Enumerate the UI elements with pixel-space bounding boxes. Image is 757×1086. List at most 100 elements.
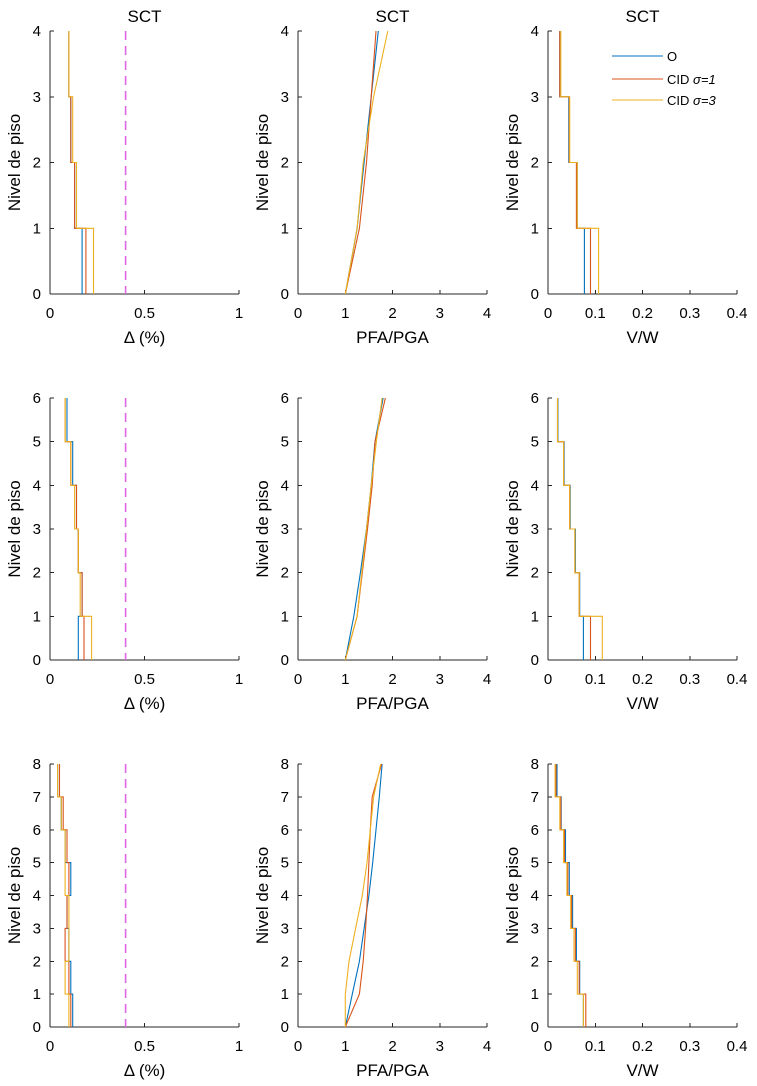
x-tick-label: 0.4	[727, 671, 748, 688]
chart-title: SCT	[626, 7, 660, 26]
y-tick-label: 3	[33, 89, 41, 106]
y-tick-label: 4	[33, 477, 41, 494]
legend-label: CID σ=3	[667, 93, 716, 108]
x-tick-label: 3	[436, 671, 444, 688]
x-axis-label: V/W	[626, 1061, 658, 1080]
chart-panel-r1-c2: 0 1 2 3 4 0 1 2 3 4 PFA/PGA Nivel de piso SCT	[253, 7, 491, 347]
y-tick-label: 2	[33, 155, 41, 172]
y-tick-label: 1	[281, 608, 289, 625]
y-tick-label: 0	[531, 652, 539, 669]
chart-panel-r1-c1: 0 0.5 1 0 1 2 3 4 Δ (%) Nivel de piso SCT	[5, 7, 243, 347]
series-line-cid-sigma-1	[344, 763, 383, 1028]
x-tick-label: 0.5	[134, 305, 155, 322]
legend-label: CID σ=1	[667, 72, 716, 87]
y-tick-label: 0	[531, 286, 539, 303]
x-tick-label: 0	[544, 671, 552, 688]
x-tick-label: 0.1	[585, 1038, 606, 1055]
x-tick-label: 0	[544, 1038, 552, 1055]
y-tick-label: 0	[33, 286, 41, 303]
x-axis-label: PFA/PGA	[356, 1061, 429, 1080]
x-axis-label: Δ (%)	[124, 1061, 166, 1080]
y-tick-label: 5	[281, 855, 289, 872]
chart-panel-r3-c3: 0 0.1 0.2 0.3 0.4 0 1 2 3 4 5 6 7 8 V/W Nivel de piso	[503, 756, 747, 1080]
y-tick-label: 2	[531, 155, 539, 172]
y-tick-label: 7	[531, 789, 539, 806]
series-line-cid-sigma-1	[68, 31, 87, 294]
y-tick-label: 0	[33, 652, 41, 669]
x-tick-label: 0.5	[134, 1038, 155, 1055]
x-axis-label: V/W	[626, 694, 658, 713]
series-line-cid-sigma-3	[554, 764, 584, 1027]
y-tick-label: 6	[33, 822, 41, 839]
y-axis-label: Nivel de piso	[253, 114, 272, 211]
y-tick-label: 7	[33, 789, 41, 806]
y-axis-label: Nivel de piso	[253, 480, 272, 577]
y-tick-label: 4	[531, 23, 539, 40]
x-tick-label: 1	[235, 671, 243, 688]
y-tick-label: 0	[281, 286, 289, 303]
y-axis-label: Nivel de piso	[5, 480, 24, 577]
y-tick-label: 8	[33, 756, 41, 773]
x-tick-label: 4	[483, 1038, 491, 1055]
y-tick-label: 4	[281, 23, 289, 40]
x-axis-label: PFA/PGA	[356, 328, 429, 347]
y-tick-label: 1	[531, 608, 539, 625]
y-tick-label: 1	[531, 986, 539, 1003]
chart-panel-r1-c3: 0 0.1 0.2 0.3 0.4 0 1 2 3 4 V/W Nivel de piso SCT O CI…	[503, 7, 747, 347]
series-line-cid-sigma-3	[344, 30, 389, 295]
series-line-cid-sigma-3	[344, 763, 382, 1027]
series-line-cid-sigma-3	[556, 398, 603, 660]
x-axis-label: Δ (%)	[124, 694, 166, 713]
y-tick-label: 2	[33, 953, 41, 970]
x-tick-label: 1	[341, 1038, 349, 1055]
y-tick-label: 6	[531, 822, 539, 839]
x-tick-label: 0.2	[632, 1038, 653, 1055]
y-tick-label: 5	[33, 855, 41, 872]
y-tick-label: 0	[281, 1019, 289, 1036]
y-tick-label: 1	[281, 986, 289, 1003]
x-tick-label: 0	[46, 671, 54, 688]
y-tick-label: 3	[33, 521, 41, 538]
y-tick-label: 2	[531, 565, 539, 582]
chart-title: SCT	[376, 7, 410, 26]
x-tick-label: 0.2	[632, 671, 653, 688]
x-tick-label: 0.1	[585, 671, 606, 688]
y-axis-label: Nivel de piso	[5, 847, 24, 944]
series-line-cid-sigma-1	[344, 397, 386, 661]
x-tick-label: 2	[388, 1038, 396, 1055]
x-tick-label: 1	[341, 671, 349, 688]
y-axis-label: Nivel de piso	[253, 847, 272, 944]
y-tick-label: 1	[33, 986, 41, 1003]
y-tick-label: 3	[531, 920, 539, 937]
x-tick-label: 0.4	[727, 1038, 748, 1055]
legend: O CID σ=1 CID σ=3	[612, 49, 716, 108]
x-tick-label: 0	[294, 671, 302, 688]
y-tick-label: 4	[33, 23, 41, 40]
y-tick-label: 2	[281, 155, 289, 172]
series-line-cid-sigma-3	[344, 397, 383, 661]
y-tick-label: 1	[531, 220, 539, 237]
y-tick-label: 2	[281, 953, 289, 970]
y-tick-label: 8	[281, 756, 289, 773]
x-tick-label: 0	[46, 1038, 54, 1055]
x-tick-label: 3	[436, 305, 444, 322]
y-tick-label: 3	[281, 89, 289, 106]
chart-panel-r2-c1: 0 0.5 1 0 1 2 3 4 5 6 Δ (%) Nivel de piso	[5, 390, 243, 713]
y-tick-label: 6	[531, 390, 539, 407]
y-tick-label: 2	[33, 565, 41, 582]
y-tick-label: 5	[33, 434, 41, 451]
y-tick-label: 3	[531, 89, 539, 106]
y-tick-label: 6	[281, 822, 289, 839]
y-tick-label: 3	[281, 521, 289, 538]
x-tick-label: 1	[235, 305, 243, 322]
x-axis-label: V/W	[626, 328, 658, 347]
series-line-cid-sigma-3	[64, 398, 93, 660]
y-tick-label: 6	[33, 390, 41, 407]
y-tick-label: 1	[33, 608, 41, 625]
chart-panel-r2-c3: 0 0.1 0.2 0.3 0.4 0 1 2 3 4 5 6 V/W Nivel de piso	[503, 390, 747, 713]
x-tick-label: 0.5	[134, 671, 155, 688]
x-tick-label: 1	[235, 1038, 243, 1055]
x-tick-label: 4	[483, 305, 491, 322]
y-axis-label: Nivel de piso	[503, 114, 522, 211]
series-line-o	[344, 763, 383, 1028]
